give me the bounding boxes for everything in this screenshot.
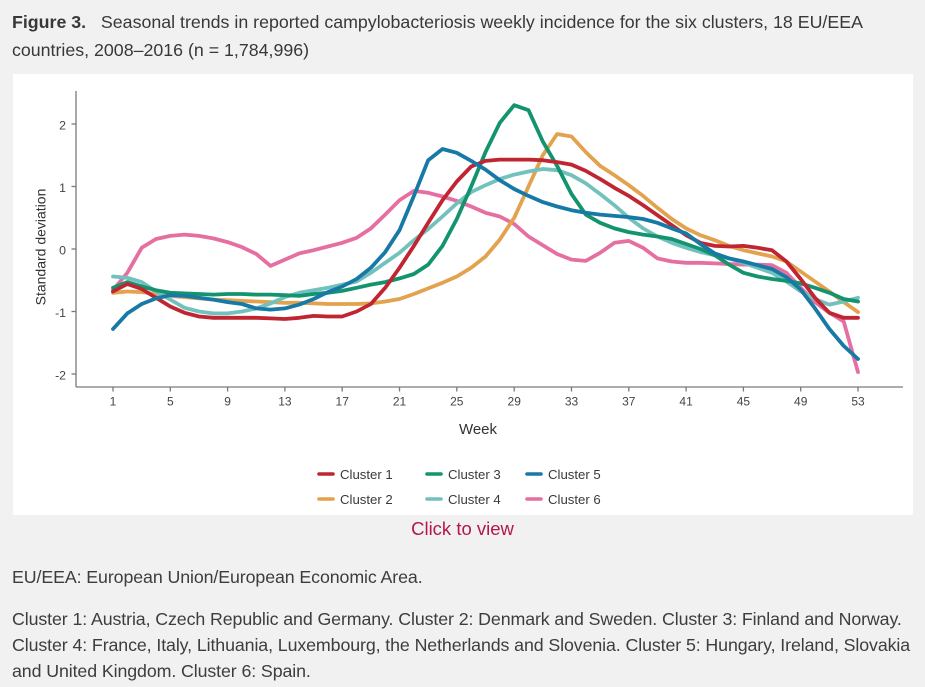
svg-text:Cluster 3: Cluster 3	[448, 467, 501, 482]
svg-text:9: 9	[224, 395, 231, 409]
svg-text:1: 1	[110, 395, 117, 409]
svg-text:5: 5	[167, 395, 174, 409]
svg-text:37: 37	[622, 395, 636, 409]
svg-text:Cluster 6: Cluster 6	[548, 492, 601, 507]
svg-text:Cluster 4: Cluster 4	[448, 492, 501, 507]
svg-text:1: 1	[59, 181, 66, 195]
svg-text:21: 21	[393, 395, 407, 409]
svg-text:29: 29	[508, 395, 522, 409]
svg-text:53: 53	[851, 395, 865, 409]
svg-text:Cluster 1: Cluster 1	[340, 467, 393, 482]
svg-text:33: 33	[565, 395, 579, 409]
svg-text:13: 13	[278, 395, 292, 409]
svg-text:-1: -1	[55, 306, 66, 320]
svg-text:49: 49	[794, 395, 808, 409]
svg-text:-2: -2	[55, 369, 66, 383]
svg-text:0: 0	[59, 244, 66, 258]
svg-text:Week: Week	[459, 421, 498, 438]
svg-text:2: 2	[59, 119, 66, 133]
svg-text:Cluster 2: Cluster 2	[340, 492, 393, 507]
svg-text:41: 41	[679, 395, 693, 409]
svg-text:Standard deviation: Standard deviation	[33, 189, 49, 306]
svg-text:17: 17	[336, 395, 350, 409]
svg-text:Cluster 5: Cluster 5	[548, 467, 601, 482]
svg-text:25: 25	[450, 395, 464, 409]
svg-text:45: 45	[737, 395, 751, 409]
